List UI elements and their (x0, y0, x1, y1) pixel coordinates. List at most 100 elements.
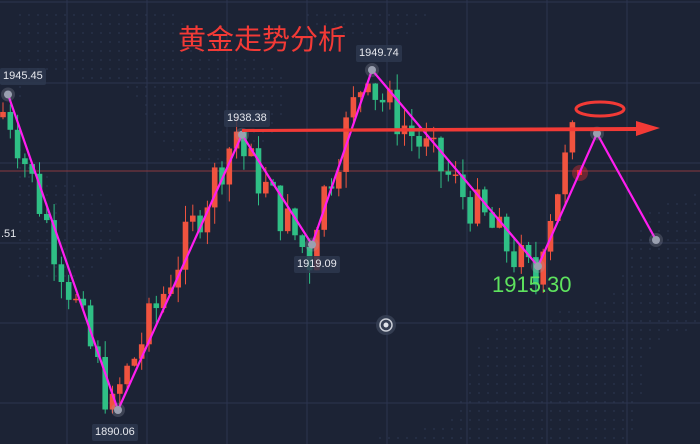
map-dot (189, 148, 193, 152)
map-dot (585, 373, 589, 377)
map-dot (576, 391, 580, 395)
map-dot (639, 301, 643, 305)
map-dot (513, 328, 517, 332)
map-dot (108, 40, 112, 44)
map-dot (594, 436, 598, 440)
map-dot (72, 31, 76, 35)
map-dot (72, 229, 76, 233)
map-dot (567, 310, 571, 314)
map-dot (189, 139, 193, 143)
map-dot (594, 391, 598, 395)
map-dot (27, 229, 31, 233)
map-dot (36, 58, 40, 62)
map-dot (558, 436, 562, 440)
map-dot (486, 409, 490, 413)
map-dot (675, 247, 679, 251)
map-dot (450, 418, 454, 422)
map-dot (63, 22, 67, 26)
map-dot (162, 58, 166, 62)
map-dot (567, 436, 571, 440)
map-dot (594, 319, 598, 323)
map-dot (54, 184, 58, 188)
map-dot (666, 310, 670, 314)
map-dot (657, 220, 661, 224)
map-dot (45, 256, 49, 260)
map-dot (72, 49, 76, 53)
map-dot (612, 427, 616, 431)
map-dot (567, 328, 571, 332)
map-dot (45, 238, 49, 242)
map-dot (486, 436, 490, 440)
map-dot (333, 31, 337, 35)
map-dot (153, 22, 157, 26)
map-dot (279, 76, 283, 80)
map-dot (594, 418, 598, 422)
map-dot (63, 193, 67, 197)
map-dot (351, 31, 355, 35)
map-dot (180, 103, 184, 107)
map-dot (567, 427, 571, 431)
map-dot (630, 319, 634, 323)
map-dot (504, 418, 508, 422)
map-dot (207, 112, 211, 116)
map-dot (585, 427, 589, 431)
map-dot (171, 148, 175, 152)
map-dot (549, 319, 553, 323)
map-dot (504, 382, 508, 386)
map-dot (108, 76, 112, 80)
map-dot (198, 121, 202, 125)
map-dot (558, 328, 562, 332)
map-dot (18, 211, 22, 215)
map-dot (207, 76, 211, 80)
map-dot (612, 409, 616, 413)
map-dot (90, 256, 94, 260)
map-dot (36, 40, 40, 44)
map-dot (99, 193, 103, 197)
candle-down (51, 220, 57, 265)
map-dot (567, 355, 571, 359)
candle-down (58, 264, 65, 283)
map-dot (477, 355, 481, 359)
map-dot (171, 130, 175, 134)
map-dot (72, 40, 76, 44)
map-dot (18, 247, 22, 251)
map-dot (648, 337, 652, 341)
map-dot (252, 94, 256, 98)
pivot-point (652, 235, 660, 244)
map-dot (117, 31, 121, 35)
candle-up (518, 244, 525, 268)
map-dot (468, 409, 472, 413)
map-dot (468, 391, 472, 395)
map-dot (108, 202, 112, 206)
map-dot (126, 22, 130, 26)
map-dot (45, 22, 49, 26)
map-dot (207, 85, 211, 89)
candle-down (482, 189, 488, 213)
map-dot (684, 283, 688, 287)
map-dot (81, 76, 85, 80)
map-dot (369, 13, 373, 17)
map-dot (657, 337, 661, 341)
candle-up (226, 148, 233, 185)
map-dot (45, 49, 49, 53)
map-dot (675, 319, 679, 323)
map-dot (54, 40, 58, 44)
map-dot (504, 436, 508, 440)
map-dot (675, 256, 679, 260)
map-dot (108, 31, 112, 35)
pivot-point (593, 129, 601, 138)
map-dot (45, 31, 49, 35)
map-dot (666, 202, 670, 206)
map-dot (531, 328, 535, 332)
map-dot (666, 247, 670, 251)
map-dot (540, 337, 544, 341)
map-dot (405, 436, 409, 440)
map-dot (81, 211, 85, 215)
map-dot (36, 247, 40, 251)
map-dot (117, 76, 121, 80)
map-dot (18, 202, 22, 206)
map-dot (72, 58, 76, 62)
map-dot (108, 13, 112, 17)
map-dot (243, 94, 247, 98)
map-dot (522, 355, 526, 359)
